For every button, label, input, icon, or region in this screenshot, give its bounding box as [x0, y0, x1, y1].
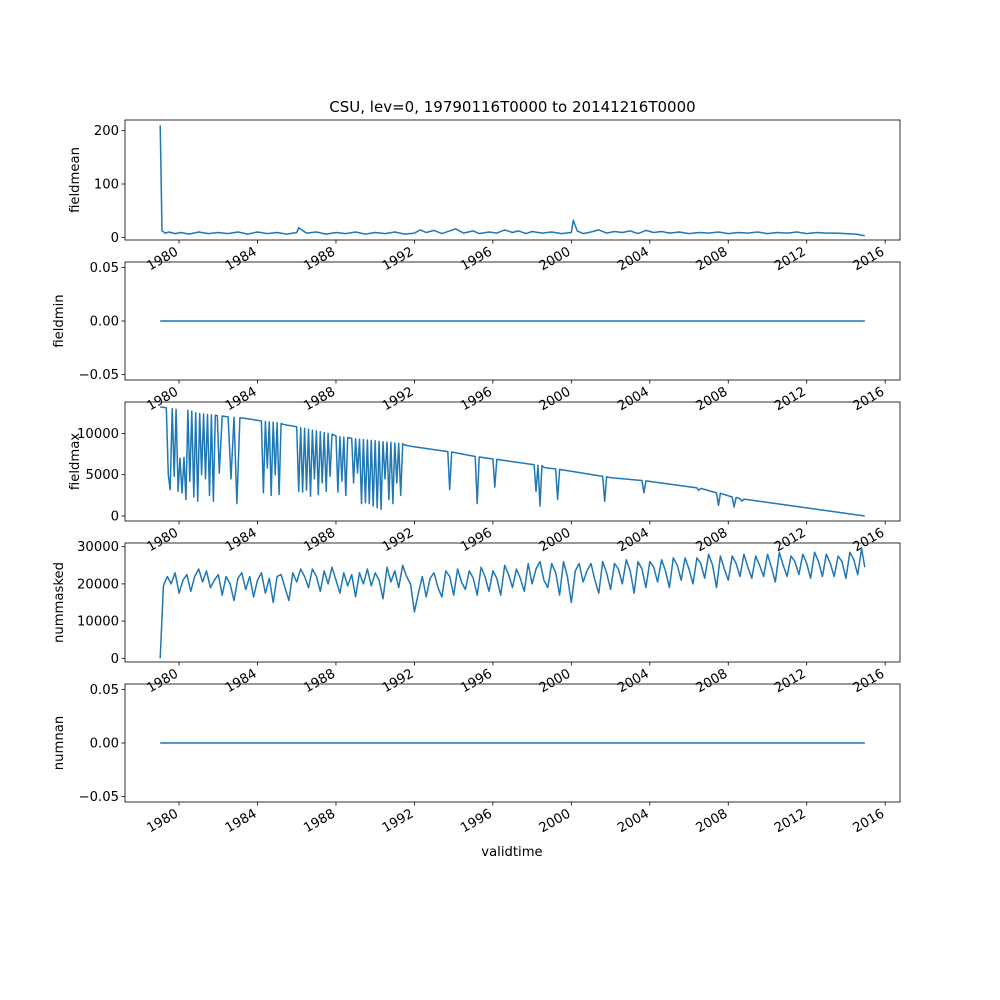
- fieldmin-xtick-label: 1996: [458, 384, 495, 414]
- fieldmin-ytick-label: 0.05: [90, 261, 119, 276]
- fieldmean-y-axis-label: fieldmean: [68, 147, 83, 213]
- fieldmin-y-axis-label: fieldmin: [52, 294, 67, 347]
- fieldmax-ytick-label: 5000: [85, 468, 119, 483]
- fieldmean-ytick-label: 100: [94, 178, 119, 193]
- numnan-xtick-label: 2012: [772, 806, 809, 836]
- fieldmean-ytick-label: 0: [111, 231, 119, 246]
- fieldmax-ytick-label: 10000: [77, 427, 119, 442]
- fieldmax-xtick-label: 1988: [301, 525, 338, 555]
- fieldmax-xtick-label: 2004: [615, 525, 652, 555]
- fieldmax-xtick-label: 2008: [694, 525, 731, 555]
- nummasked-ytick-label: 0: [111, 652, 119, 667]
- fieldmin-ytick-label: 0.00: [90, 315, 119, 330]
- numnan-xtick-label: 1996: [458, 806, 495, 836]
- x-axis-label: validtime: [481, 845, 542, 860]
- numnan-y-axis-label: numnan: [52, 716, 67, 770]
- nummasked-ytick-label: 20000: [77, 577, 119, 592]
- numnan-xtick-label: 1984: [223, 806, 260, 836]
- numnan-ytick-label: 0.00: [90, 737, 119, 752]
- nummasked-ytick-label: 30000: [77, 540, 119, 555]
- fieldmean-xtick-label: 2008: [694, 244, 731, 274]
- fieldmean-xtick-label: 2012: [772, 244, 809, 274]
- numnan-ytick-label: −0.05: [79, 790, 119, 805]
- fieldmax-ytick-label: 0: [111, 510, 119, 525]
- fieldmin-xtick-label: 1984: [223, 384, 260, 414]
- fieldmin-xtick-label: 2004: [615, 384, 652, 414]
- nummasked-xtick-label: 2004: [615, 666, 652, 696]
- nummasked-xtick-label: 2012: [772, 666, 809, 696]
- nummasked-xtick-label: 1992: [380, 666, 417, 696]
- nummasked-xtick-label: 1996: [458, 666, 495, 696]
- nummasked-axes-frame: [124, 542, 901, 663]
- fieldmean-axes-frame: [124, 119, 901, 241]
- fieldmax-xtick-label: 1980: [144, 525, 181, 555]
- fieldmin-ytick-label: −0.05: [79, 368, 119, 383]
- fieldmin-xtick-label: 1988: [301, 384, 338, 414]
- numnan-xtick-label: 1988: [301, 806, 338, 836]
- fieldmax-xtick-label: 2016: [851, 525, 888, 555]
- fieldmean-series-line: [159, 125, 865, 237]
- fieldmean-xtick-label: 1988: [301, 244, 338, 274]
- nummasked-ytick-label: 10000: [77, 615, 119, 630]
- fieldmean-xtick-label: 1996: [458, 244, 495, 274]
- fieldmean-xtick-label: 2016: [851, 244, 888, 274]
- fieldmax-xtick-label: 2000: [537, 525, 574, 555]
- numnan-xtick-label: 2016: [851, 806, 888, 836]
- fieldmax-axes-frame: [124, 401, 901, 522]
- panel-fieldmean: 0 100 200 fieldmean 1980 1984 1988 1992 1996 2000…: [68, 119, 901, 274]
- numnan-ytick-label: 0.05: [90, 683, 119, 698]
- fieldmin-xtick-label: 1992: [380, 384, 417, 414]
- chart-title: CSU, lev=0, 19790116T0000 to 20141216T00…: [329, 98, 695, 116]
- nummasked-xtick-label: 1980: [144, 666, 181, 696]
- fieldmax-xtick-label: 1992: [380, 525, 417, 555]
- panel-nummasked: 0 10000 20000 30000 nummasked 1980 1984 1988 199…: [52, 540, 901, 696]
- nummasked-xtick-label: 2016: [851, 666, 888, 696]
- numnan-xtick-label: 1980: [144, 806, 181, 836]
- fieldmean-xtick-label: 1980: [144, 244, 181, 274]
- fieldmin-xtick-label: 2012: [772, 384, 809, 414]
- nummasked-y-axis-label: nummasked: [52, 562, 67, 643]
- nummasked-xtick-label: 2000: [537, 666, 574, 696]
- numnan-xtick-label: 1992: [380, 806, 417, 836]
- fieldmean-xtick-label: 1984: [223, 244, 260, 274]
- numnan-xtick-label: 2008: [694, 806, 731, 836]
- nummasked-series-line: [159, 547, 866, 659]
- fieldmean-xtick-label: 1992: [380, 244, 417, 274]
- fieldmin-xtick-label: 2008: [694, 384, 731, 414]
- fieldmean-ytick-label: 200: [94, 124, 119, 139]
- numnan-xtick-label: 2004: [615, 806, 652, 836]
- fieldmax-xtick-label: 1984: [223, 525, 260, 555]
- fieldmean-xtick-label: 2000: [537, 244, 574, 274]
- fieldmax-xtick-label: 1996: [458, 525, 495, 555]
- numnan-xtick-label: 2000: [537, 806, 574, 836]
- fieldmin-xtick-label: 2000: [537, 384, 574, 414]
- fieldmean-xtick-label: 2004: [615, 244, 652, 274]
- nummasked-xtick-label: 1988: [301, 666, 338, 696]
- panel-numnan: −0.05 0.00 0.05 numnan 1980 1984 1988 1992 1996 2…: [52, 683, 901, 836]
- fieldmax-xtick-label: 2012: [772, 525, 809, 555]
- fieldmax-y-axis-label: fieldmax: [68, 433, 83, 490]
- fieldmax-series-line: [160, 406, 865, 517]
- nummasked-xtick-label: 1984: [223, 666, 260, 696]
- fieldmin-xtick-label: 2016: [851, 384, 888, 414]
- nummasked-xtick-label: 2008: [694, 666, 731, 696]
